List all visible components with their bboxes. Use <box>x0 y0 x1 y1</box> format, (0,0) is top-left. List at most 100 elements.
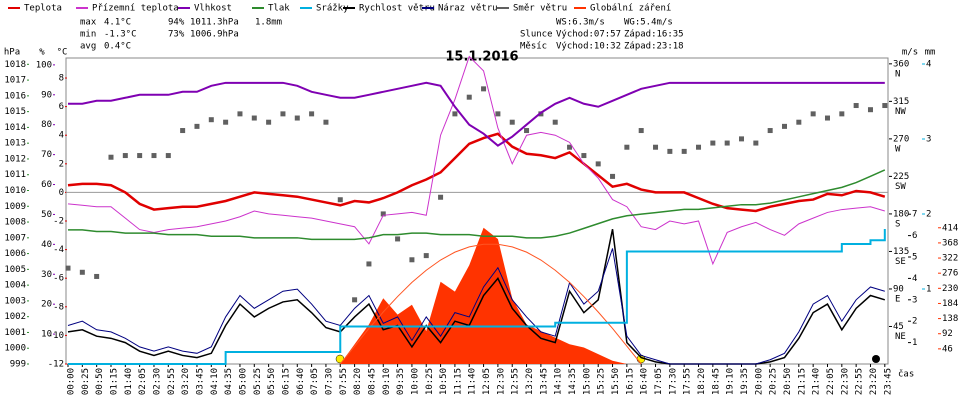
x-tick-label: 18:45 <box>711 368 721 395</box>
direction-point <box>165 153 171 159</box>
y-tick-label: -8 <box>53 302 64 312</box>
y-tick-label: 6 <box>59 102 64 112</box>
stat: 1.8mm <box>255 18 282 28</box>
direction-point <box>495 111 501 117</box>
y-tick-label: 1000 <box>4 344 26 354</box>
x-tick-label: 05:00 <box>238 368 248 395</box>
x-tick-label: 15:50 <box>611 368 621 395</box>
y-tick-label: 1016 <box>4 91 26 101</box>
info: Východ:07:57 <box>556 30 621 40</box>
stat: 4.1°C <box>104 18 131 28</box>
solar-area <box>68 227 885 364</box>
y-tick-label: 1014 <box>4 123 26 133</box>
legend-label: Teplota <box>24 4 62 14</box>
series-step <box>68 229 886 365</box>
y-tick-label: 322 <box>942 254 958 264</box>
x-tick-label: 17:05 <box>654 368 664 395</box>
x-tick-label: 02:30 <box>152 368 162 395</box>
x-tick-label: 01:15 <box>109 368 119 395</box>
y-tick-label: 0 <box>59 188 64 198</box>
y-tick-label: 360 <box>893 59 909 69</box>
x-tick-label: 22:05 <box>826 368 836 395</box>
legend-label: Srážky <box>316 4 349 14</box>
stat-label: max <box>80 18 97 28</box>
y-tick-label: 276 <box>942 269 958 279</box>
x-tick-label: 06:15 <box>281 368 291 395</box>
direction-point <box>552 119 558 125</box>
x-tick-label: 11:15 <box>453 368 463 395</box>
direction-point <box>266 119 272 125</box>
x-tick-label: 07:05 <box>310 368 320 395</box>
direction-point <box>79 269 85 275</box>
y-tick-label: 180 <box>893 209 909 219</box>
series-line <box>68 169 886 241</box>
x-tick-label: 23:20 <box>869 368 879 395</box>
x-tick-label: 17:30 <box>668 368 678 395</box>
compass-label: NE <box>895 332 906 342</box>
direction-point <box>753 140 759 146</box>
direction-point <box>366 261 372 267</box>
y-tick-label: 414 <box>942 223 958 233</box>
y-tick-label: 20 <box>41 300 52 310</box>
direction-point <box>65 265 71 271</box>
x-tick-label: 05:25 <box>253 368 263 395</box>
direction-point <box>223 119 229 125</box>
axis-unit: m/s <box>902 48 918 58</box>
direction-point <box>567 144 573 150</box>
direction-point <box>251 115 257 121</box>
y-tick-label: 138 <box>942 314 958 324</box>
stat: 0.4°C <box>104 42 131 52</box>
x-tick-label: 09:10 <box>382 368 392 395</box>
axis-unit: % <box>39 48 45 58</box>
legend-label: Rychlost větru <box>359 4 435 14</box>
info: Měsíc <box>520 42 547 52</box>
y-tick-label: 50 <box>41 210 52 220</box>
y-tick-label: 8 <box>59 74 64 84</box>
stat: 1011.3hPa <box>190 18 239 28</box>
y-tick-label: 40 <box>41 240 52 250</box>
x-tick-label: 16:15 <box>625 368 635 395</box>
x-tick-label: 03:20 <box>181 368 191 395</box>
y-tick-label: 100 <box>36 60 52 70</box>
direction-point <box>767 128 773 134</box>
x-tick-label: 17:55 <box>683 368 693 395</box>
x-tick-label: 00:00 <box>67 368 77 395</box>
axis-unit: mm <box>925 48 936 58</box>
direction-point <box>839 111 845 117</box>
direction-point <box>423 253 429 259</box>
compass-label: W <box>895 144 901 154</box>
info: Východ:10:32 <box>556 42 621 52</box>
x-tick-label: 11:40 <box>468 368 478 395</box>
direction-point <box>824 115 830 121</box>
direction-point <box>796 119 802 125</box>
legend-label: Náraz větru <box>438 4 498 14</box>
direction-point <box>309 111 315 117</box>
y-tick-label: 6 <box>912 231 917 241</box>
y-tick-label: 90 <box>41 90 52 100</box>
y-tick-label: 1013 <box>4 139 26 149</box>
direction-point <box>509 119 515 125</box>
legend-label: Přízemní teplota <box>92 4 179 14</box>
y-tick-label: 1004 <box>4 281 26 291</box>
x-tick-label: 21:15 <box>797 368 807 395</box>
direction-point <box>638 128 644 134</box>
direction-point <box>180 128 186 134</box>
info: WS:6.3m/s <box>556 18 605 28</box>
y-tick-label: 270 <box>893 134 909 144</box>
y-tick-label: 368 <box>942 238 958 248</box>
y-tick-label: 7 <box>912 210 917 220</box>
y-tick-label: 45 <box>893 322 904 332</box>
x-tick-label: 18:20 <box>697 368 707 395</box>
x-tick-label: 22:55 <box>855 368 865 395</box>
y-tick-label: 30 <box>41 270 52 280</box>
info: Západ:23:18 <box>624 42 684 52</box>
direction-point <box>323 119 329 125</box>
y-tick-label: 1003 <box>4 296 26 306</box>
direction-point <box>882 103 888 109</box>
y-tick-label: 1009 <box>4 202 26 212</box>
direction-point <box>595 161 601 167</box>
y-tick-label: 1012 <box>4 154 26 164</box>
stat: 73% <box>168 30 185 40</box>
x-tick-label: 14:10 <box>554 368 564 395</box>
y-tick-label: 135 <box>893 247 909 257</box>
